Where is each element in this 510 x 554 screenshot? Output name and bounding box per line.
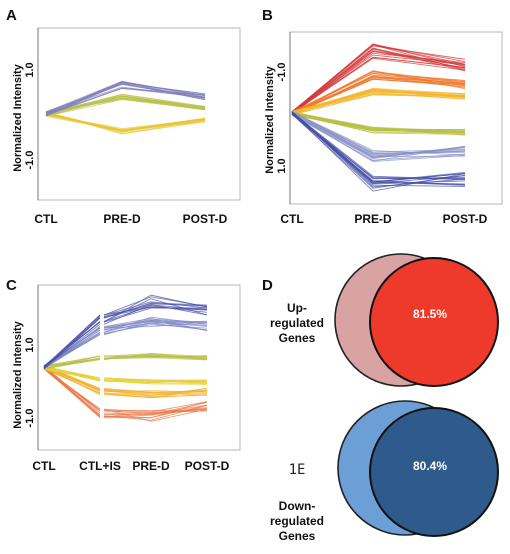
series-line-b-0: [291, 50, 466, 114]
panel-a-frame: [37, 27, 241, 201]
series-line-b-5: [291, 112, 466, 185]
panel-a-x-tick: CTL: [34, 212, 57, 226]
series-line-c-3: [43, 354, 208, 370]
panel-a-y-label: Normalized Intensity: [12, 63, 24, 171]
panel-c-y-tick: -1.0: [24, 409, 36, 428]
series-line-c-2: [43, 366, 208, 384]
series-line-a-1: [45, 97, 206, 116]
series-line-b-1: [291, 71, 466, 115]
venn-up: 81.5% Up- regulated Genes: [270, 253, 499, 387]
series-line-a-1: [45, 93, 206, 115]
series-line-b-2: [291, 89, 466, 113]
venn-down-label-line: Genes: [279, 529, 316, 543]
series-line-b-0: [291, 43, 466, 113]
panel-a-y-tick: -1.0: [24, 151, 36, 170]
series-line-b-3: [291, 113, 466, 131]
series-line-c-0: [43, 368, 208, 413]
series-line-c-1: [43, 366, 208, 398]
panel-b-y-label: Normalized Intensity: [264, 65, 276, 173]
panel-b-x-tick: PRE-D: [354, 212, 392, 226]
panel-a-x-tick: POST-D: [183, 212, 228, 226]
panel-c-x-tick: PRE-D: [132, 459, 170, 473]
panel-a-x-tick: PRE-D: [103, 212, 141, 226]
venn-down-label-line: regulated: [270, 514, 324, 528]
panel-d-letter: D: [262, 277, 273, 294]
panel-c-y-label: Normalized Intensity: [12, 320, 24, 428]
series-line-b-3: [291, 112, 466, 133]
panel-c-y-tick: 1.0: [24, 337, 36, 352]
venn-up-label-line: Up-: [287, 301, 307, 315]
panel-a-letter: A: [6, 7, 17, 24]
series-line-b-4: [291, 112, 466, 157]
venn-down-inner-circle: [369, 407, 499, 537]
panel-b-y-tick: -1.0: [276, 63, 288, 82]
series-line-b-2: [291, 91, 466, 115]
panel-b-letter: B: [262, 7, 273, 24]
panel-b-y-tick: 1.0: [276, 158, 288, 173]
series-line-b-5: [291, 113, 466, 189]
series-line-b-2: [291, 90, 466, 113]
series-line-a-2: [45, 86, 206, 113]
series-line-c-4: [43, 324, 208, 370]
stray-text: 1E: [289, 462, 306, 478]
panel-c-break-gap: [100, 286, 104, 449]
venn-up-percent: 81.5%: [413, 307, 447, 321]
series-line-b-1: [291, 78, 466, 114]
panel-a-plot: 1.0 -1.0 Normalized Intensity: [12, 27, 241, 201]
series-line-c-0: [43, 368, 208, 419]
series-line-a-1: [45, 98, 206, 117]
venn-down: 80.4% Down- regulated Genes: [270, 400, 499, 543]
panel-c-x-tick: POST-D: [185, 459, 230, 473]
series-line-b-4: [291, 111, 466, 154]
series-line-a-2: [45, 87, 206, 116]
venn-down-percent: 80.4%: [413, 459, 447, 473]
panel-c-plot: 1.0 -1.0 Normalized Intensity: [12, 284, 241, 451]
series-line-c-5: [43, 301, 208, 368]
series-line-b-0: [291, 57, 466, 114]
panel-c-letter: C: [6, 277, 17, 294]
series-line-b-2: [291, 94, 466, 113]
venn-up-label-line: regulated: [270, 316, 324, 330]
panel-b-x-tick: POST-D: [443, 212, 488, 226]
panel-c-frame: [37, 284, 241, 451]
venn-up-label-line: Genes: [279, 331, 316, 345]
series-line-b-4: [291, 111, 466, 156]
series-line-a-0: [45, 114, 206, 131]
series-line-a-2: [45, 81, 206, 115]
venn-down-label-line: Down-: [279, 499, 316, 513]
series-line-c-3: [43, 355, 208, 369]
series-line-a-2: [45, 82, 206, 116]
venn-up-inner-circle: [369, 257, 499, 387]
panel-c-x-tick: CTL: [32, 459, 55, 473]
panel-c-x-tick-highlight: CTL+IS: [79, 459, 121, 473]
series-line-c-5: [43, 303, 208, 370]
panel-b-x-tick: CTL: [280, 212, 303, 226]
panel-a-y-tick: 1.0: [24, 62, 36, 77]
series-line-b-2: [291, 93, 466, 116]
panel-b-plot: -1.0 1.0 Normalized Intensity: [264, 31, 503, 205]
series-line-b-5: [291, 112, 466, 180]
